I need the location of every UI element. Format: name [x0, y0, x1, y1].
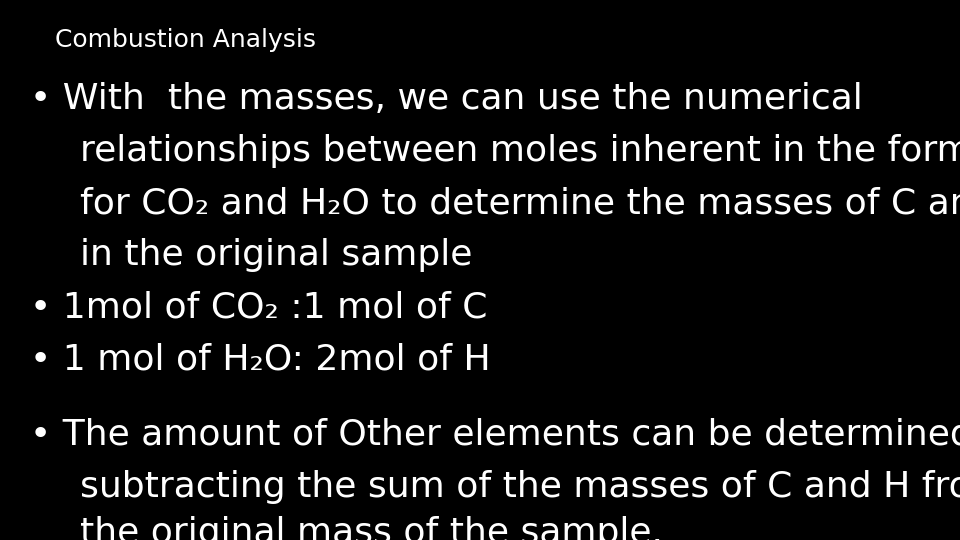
Text: Combustion Analysis: Combustion Analysis — [55, 28, 316, 52]
Text: • 1 mol of H₂O: 2mol of H: • 1 mol of H₂O: 2mol of H — [30, 342, 491, 376]
Text: relationships between moles inherent in the formula: relationships between moles inherent in … — [80, 134, 960, 168]
Text: in the original sample: in the original sample — [80, 238, 472, 272]
Text: • 1mol of CO₂ :1 mol of C: • 1mol of CO₂ :1 mol of C — [30, 290, 488, 324]
Text: for CO₂ and H₂O to determine the masses of C and H: for CO₂ and H₂O to determine the masses … — [80, 186, 960, 220]
Text: the original mass of the sample.: the original mass of the sample. — [80, 516, 663, 540]
Text: • The amount of Other elements can be determined by: • The amount of Other elements can be de… — [30, 418, 960, 452]
Text: subtracting the sum of the masses of C and H from: subtracting the sum of the masses of C a… — [80, 470, 960, 504]
Text: • With  the masses, we can use the numerical: • With the masses, we can use the numeri… — [30, 82, 863, 116]
